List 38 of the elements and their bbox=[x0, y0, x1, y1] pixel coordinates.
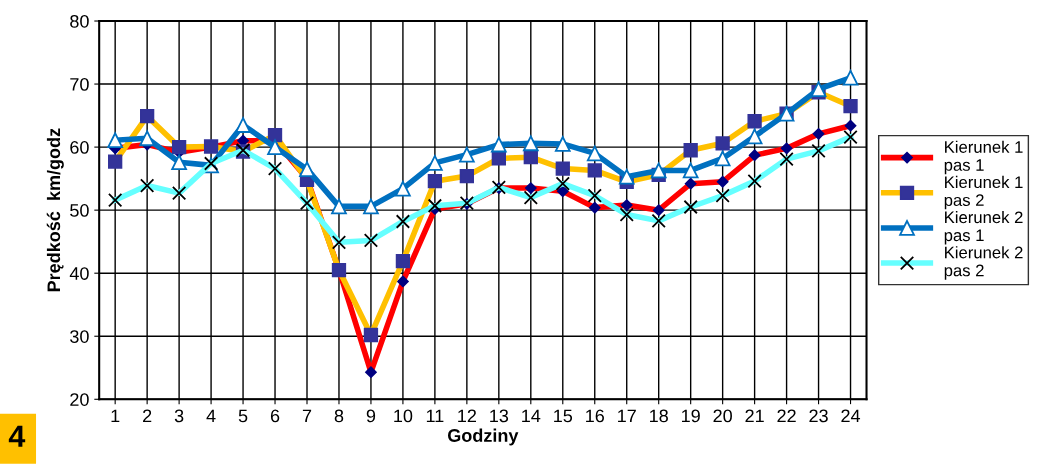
legend-label: Kierunek 2 pas 2 bbox=[944, 246, 1023, 280]
y-tick-label: 60 bbox=[70, 141, 89, 154]
x-tick-label: 1 bbox=[111, 409, 120, 423]
text: 4 bbox=[8, 425, 26, 447]
x-tick-label: 21 bbox=[745, 409, 764, 423]
legend-label: Kierunek 1 pas 1 bbox=[944, 140, 1023, 175]
x-tick-label: 14 bbox=[522, 409, 541, 423]
x-tick-label: 6 bbox=[270, 409, 280, 423]
y-tick-label: 40 bbox=[69, 267, 89, 280]
x-tick-label: 13 bbox=[490, 409, 509, 423]
x-tick-label: 2 bbox=[143, 409, 152, 423]
y-tick-label: 70 bbox=[70, 77, 89, 91]
x-tick-label: 11 bbox=[426, 409, 444, 423]
x-tick-label: 4 bbox=[206, 409, 216, 423]
x-tick-label: 9 bbox=[366, 409, 376, 423]
x-tick-label: 5 bbox=[238, 409, 248, 423]
x-axis-title: Godziny bbox=[447, 428, 519, 446]
legend-label: Kierunek 1 pas 2 bbox=[944, 175, 1023, 210]
x-tick-label: 3 bbox=[174, 409, 184, 423]
x-tick-label: 18 bbox=[650, 409, 668, 423]
y-tick-label: 80 bbox=[70, 14, 89, 28]
x-tick-label: 10 bbox=[394, 409, 413, 423]
x-tick-label: 20 bbox=[713, 409, 732, 423]
x-tick-label: 23 bbox=[809, 409, 828, 423]
y-tick-label: 50 bbox=[70, 204, 89, 217]
x-tick-label: 8 bbox=[334, 409, 344, 423]
y-tick-label: 20 bbox=[70, 393, 89, 407]
y-axis-title: Prędkość km/godz bbox=[46, 128, 64, 292]
x-tick-label: 16 bbox=[586, 409, 604, 423]
x-tick-label: 7 bbox=[302, 409, 312, 423]
x-tick-label: 22 bbox=[777, 409, 796, 423]
x-tick-label: 19 bbox=[682, 409, 700, 423]
legend-label: Kierunek 2 pas 1 bbox=[944, 210, 1023, 245]
x-tick-label: 12 bbox=[458, 409, 476, 423]
y-tick-label: 30 bbox=[70, 330, 89, 343]
x-tick-label: 24 bbox=[841, 409, 861, 423]
x-tick-label: 15 bbox=[554, 409, 573, 423]
x-tick-label: 17 bbox=[618, 409, 636, 423]
